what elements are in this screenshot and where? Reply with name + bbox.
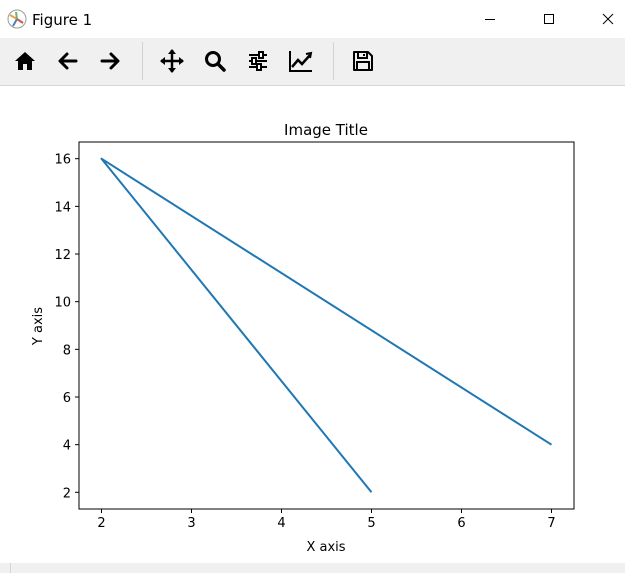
y-tick-label: 14 [54,200,71,215]
navigation-toolbar [0,38,625,86]
minimize-icon [485,19,495,20]
y-tick-label: 16 [54,153,71,168]
pan-button[interactable] [155,44,189,78]
home-button[interactable] [8,44,42,78]
line-chart: Image Title 2 3 4 5 6 7 2 4 6 8 10 12 14 16 X axis Y… [31,121,575,555]
x-tick-label: 5 [367,516,375,531]
edit-axis-icon [289,51,313,72]
x-axis-label: X axis [306,540,345,555]
y-tick-label: 12 [54,248,71,263]
toolbar-separator [333,42,334,80]
y-tick-label: 8 [63,343,71,358]
chart-title: Image Title [284,121,368,139]
pan-icon [160,49,184,73]
y-tick-label: 10 [54,296,71,311]
customize-button[interactable] [284,44,318,78]
y-tick-label: 4 [63,439,71,454]
x-axis-ticks: 2 3 4 5 6 7 [97,509,556,531]
forward-arrow-icon [100,52,120,70]
x-tick-label: 7 [547,516,555,531]
axes [78,141,575,510]
figure-canvas[interactable]: Image Title 2 3 4 5 6 7 2 4 6 8 10 12 14 16 X axis Y… [0,86,625,563]
configure-subplots-button[interactable] [241,44,275,78]
y-axis-label: Y axis [31,307,46,346]
configure-subplots-icon [249,51,267,71]
toolbar-separator [142,42,143,80]
x-tick-label: 6 [457,516,465,531]
zoom-button[interactable] [198,44,232,78]
close-button[interactable] [585,0,625,38]
axes-frame [78,141,575,510]
save-icon [353,51,373,71]
y-tick-label: 2 [63,486,71,501]
status-divider [10,563,11,573]
back-arrow-icon [58,52,78,70]
series-line [100,157,553,493]
x-tick-label: 3 [187,516,195,531]
y-tick-label: 6 [63,391,71,406]
x-tick-label: 2 [97,516,105,531]
zoom-icon [205,51,226,72]
matplotlib-app-icon [7,9,27,29]
home-icon [15,52,35,70]
x-tick-label: 4 [277,516,285,531]
title-bar: Figure 1 [0,0,625,38]
save-button[interactable] [346,44,380,78]
minimize-button[interactable] [467,0,513,38]
series-group [100,157,553,493]
y-axis-ticks: 2 4 6 8 10 12 14 16 [54,153,79,501]
back-button[interactable] [51,44,85,78]
window-title: Figure 1 [32,11,93,29]
maximize-button[interactable] [526,0,572,38]
maximize-icon [544,14,554,24]
forward-button[interactable] [93,44,127,78]
close-icon [602,13,614,25]
status-bar [0,563,625,573]
